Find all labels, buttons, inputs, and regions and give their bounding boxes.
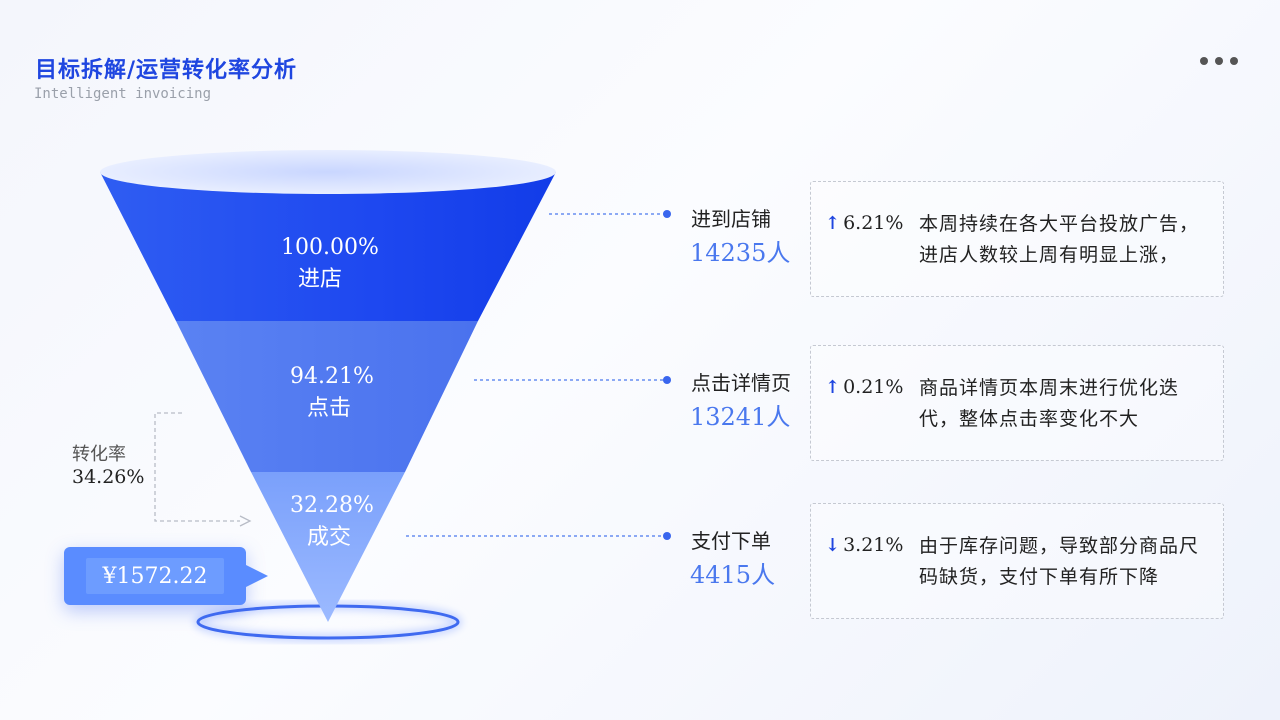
conversion-rate-value: 34.26%	[72, 466, 145, 488]
stage-3-name: 支付下单	[691, 529, 771, 553]
stage-2-description: 商品详情页本周末进行优化迭代，整体点击率变化不大	[919, 377, 1180, 430]
stage-3-count: 4415人	[690, 561, 776, 589]
stage-2-name: 点击详情页	[691, 371, 791, 395]
arrow-up-icon: ↑	[825, 376, 841, 398]
stage-3-delta: ↓ 3.21%	[825, 534, 903, 556]
arrow-down-icon: ↓	[825, 534, 841, 556]
stage-3-delta-value: 3.21%	[843, 534, 904, 556]
stage-1-count: 14235人	[690, 239, 791, 267]
conversion-rate-label: 转化率	[72, 444, 126, 465]
funnel-segment-2-percent: 94.21%	[290, 364, 374, 389]
page-title: 目标拆解/运营转化率分析	[35, 57, 298, 83]
stage-2-card: ↑ 0.21% 商品详情页本周末进行优化迭代，整体点击率变化不大	[810, 345, 1224, 461]
stage-1-name: 进到店铺	[691, 207, 771, 231]
funnel-segment-1-text: 100.00% 进店	[260, 233, 400, 297]
funnel-segment-2	[176, 321, 478, 472]
funnel-segment-3-percent: 32.28%	[290, 493, 374, 518]
page-subtitle: Intelligent invoicing	[34, 86, 212, 102]
stage-2-count: 13241人	[690, 403, 791, 431]
stage-3-description: 由于库存问题，导致部分商品尺码缺货，支付下单有所下降	[919, 535, 1200, 588]
funnel-segment-3-label: 成交	[306, 525, 351, 550]
stage-1-description: 本周持续在各大平台投放广告，进店人数较上周有明显上涨，	[919, 213, 1200, 266]
funnel-segment-3-text: 32.28% 成交	[262, 491, 402, 555]
more-dots-icon[interactable]	[1200, 54, 1250, 68]
stage-3-card: ↓ 3.21% 由于库存问题，导致部分商品尺码缺货，支付下单有所下降	[810, 503, 1224, 619]
price-value: ¥1572.22	[86, 558, 224, 594]
funnel-segment-1-label: 进店	[297, 267, 342, 292]
stage-2-delta: ↑ 0.21%	[825, 376, 903, 398]
price-tag: ¥1572.22	[64, 547, 268, 605]
funnel-segment-2-label: 点击	[306, 396, 351, 421]
arrow-up-icon: ↑	[825, 212, 841, 234]
stage-2-delta-value: 0.21%	[843, 376, 904, 398]
stage-1-delta: ↑ 6.21%	[825, 212, 903, 234]
funnel-segment-1-percent: 100.00%	[281, 235, 379, 260]
stage-1-delta-value: 6.21%	[843, 212, 904, 234]
funnel-segment-2-text: 94.21% 点击	[262, 362, 402, 426]
stage-1-card: ↑ 6.21% 本周持续在各大平台投放广告，进店人数较上周有明显上涨，	[810, 181, 1224, 297]
funnel-segment-1	[100, 172, 556, 321]
funnel-segment-3	[251, 472, 405, 622]
